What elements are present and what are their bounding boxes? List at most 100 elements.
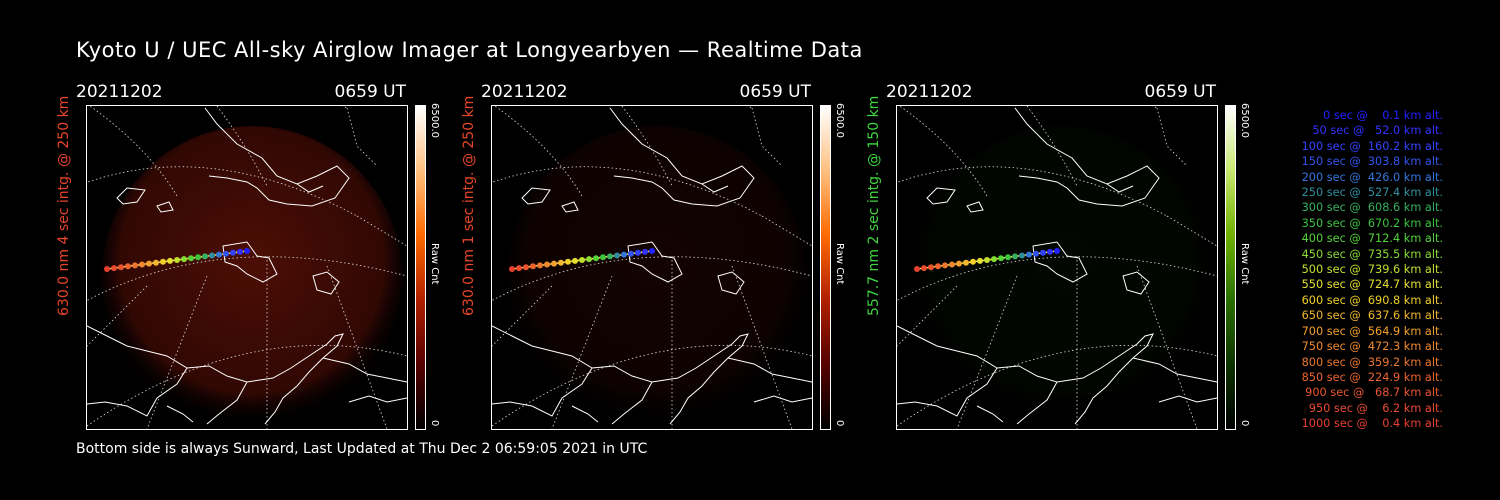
page-title: Kyoto U / UEC All-sky Airglow Imager at …: [76, 38, 863, 62]
trajectory-point: [1047, 248, 1053, 255]
trajectory-point: [565, 258, 571, 265]
trajectory-point: [139, 261, 145, 268]
allsky-image: [491, 105, 813, 430]
trajectory-point: [118, 264, 124, 271]
legend-entry: 0 sec @ 0.1 km alt.: [1323, 109, 1443, 122]
grid-line: [1166, 215, 1217, 247]
trajectory-point: [1040, 249, 1046, 256]
grid-line: [346, 107, 378, 167]
legend-entry: 750 sec @ 472.3 km alt.: [1301, 340, 1443, 354]
trajectory-point: [237, 248, 243, 255]
image-panel-2: 20211202 0659 UT 630.0 nm 1 sec intg. @ …: [461, 80, 901, 430]
grid-line: [610, 106, 753, 109]
trajectory-legend: 0 sec @ 0.1 km alt. 50 sec @ 52.0 km alt…: [1268, 108, 1458, 432]
legend-entry: 400 sec @ 712.4 km alt.: [1301, 232, 1443, 246]
legend-entry: 650 sec @ 637.6 km alt.: [1301, 309, 1443, 323]
trajectory-point: [146, 260, 152, 267]
coastline: [246, 333, 344, 425]
grid-line: [87, 166, 358, 217]
trajectory-point: [949, 261, 955, 268]
coastline: [312, 271, 340, 295]
colorbar-max: 6500.0: [429, 103, 440, 138]
coastline: [571, 405, 599, 423]
coastline: [296, 183, 324, 193]
trajectory-point: [551, 260, 557, 267]
panel-time: 0659 UT: [334, 82, 407, 102]
trajectory-point: [628, 250, 634, 257]
grid-line: [492, 166, 763, 217]
grid-line: [87, 285, 148, 347]
colorbar-min: 0: [834, 420, 845, 427]
trajectory-point: [1054, 248, 1060, 254]
trajectory-point: [181, 256, 187, 263]
legend-entry: 100 sec @ 160.2 km alt.: [1301, 139, 1443, 153]
trajectory-point: [174, 257, 180, 263]
legend-entry: 1000 sec @ 0.4 km alt.: [1301, 417, 1443, 431]
coastline: [727, 357, 812, 383]
trajectory-point: [537, 262, 543, 269]
coastline: [156, 201, 174, 213]
trajectory-point: [942, 262, 948, 269]
legend-entry: 200 sec @ 426.0 km alt.: [1301, 170, 1443, 184]
map-overlay: [492, 106, 812, 429]
trajectory-point: [642, 248, 648, 255]
coastline: [1106, 183, 1134, 193]
grid-line: [87, 344, 407, 427]
coastline: [521, 187, 551, 205]
grid-line: [89, 106, 178, 197]
legend-entry: 350 sec @ 670.2 km alt.: [1301, 216, 1443, 230]
coastline: [322, 357, 407, 383]
coastline: [701, 183, 729, 193]
grid-line: [87, 256, 407, 302]
coastline: [926, 187, 956, 205]
panel-time: 0659 UT: [1144, 82, 1217, 102]
grid-line: [1136, 265, 1198, 429]
trajectory-point: [921, 265, 927, 272]
grid-line: [897, 166, 1168, 217]
trajectory-point: [530, 263, 536, 270]
coastline: [609, 107, 755, 207]
legend-entry: 300 sec @ 608.6 km alt.: [1301, 201, 1443, 215]
colorbar: [1225, 105, 1236, 430]
trajectory-point: [635, 249, 641, 256]
trajectory-point: [188, 255, 194, 262]
trajectory-point: [111, 265, 117, 272]
grid-line: [751, 107, 783, 167]
trajectory-point: [621, 251, 627, 258]
legend-entry: 550 sec @ 724.7 km alt.: [1301, 278, 1443, 292]
coastline: [966, 201, 984, 213]
trajectory-point: [223, 250, 229, 257]
colorbar-unit: Raw Cnt: [834, 243, 845, 285]
trajectory-point: [1033, 250, 1039, 257]
footer-note: Bottom side is always Sunward, Last Upda…: [76, 441, 648, 457]
panel-date: 20211202: [886, 82, 973, 102]
grid-line: [1156, 107, 1188, 167]
legend-entry: 900 sec @ 68.7 km alt.: [1305, 386, 1443, 400]
grid-line: [492, 285, 553, 347]
trajectory-point: [104, 266, 110, 272]
colorbar-min: 0: [429, 420, 440, 427]
trajectory-point: [607, 253, 613, 260]
trajectory-point: [523, 264, 529, 271]
image-panel-1: 20211202 0659 UT 630.0 nm 4 sec intg. @ …: [56, 80, 496, 430]
colorbar-min: 0: [1239, 420, 1250, 427]
coastline: [166, 405, 194, 423]
image-panel-3: 20211202 0659 UT 557.7 nm 2 sec intg. @ …: [866, 80, 1306, 430]
trajectory-point: [649, 248, 655, 254]
trajectory-point: [579, 257, 585, 263]
legend-entry: 600 sec @ 690.8 km alt.: [1301, 293, 1443, 307]
allsky-image: [896, 105, 1218, 430]
coastline: [116, 187, 146, 205]
trajectory-point: [1019, 252, 1025, 259]
trajectory-point: [963, 259, 969, 266]
grid-line: [1015, 106, 1158, 109]
coastline: [87, 325, 188, 417]
colorbar-unit: Raw Cnt: [1239, 243, 1250, 285]
colorbar-max: 6500.0: [834, 103, 845, 138]
trajectory-point: [614, 252, 620, 259]
grid-line: [551, 275, 613, 429]
trajectory-point: [167, 257, 173, 264]
trajectory-point: [977, 257, 983, 264]
map-overlay: [87, 106, 407, 429]
panel-ylabel: 630.0 nm 1 sec intg. @ 250 km: [461, 95, 477, 316]
